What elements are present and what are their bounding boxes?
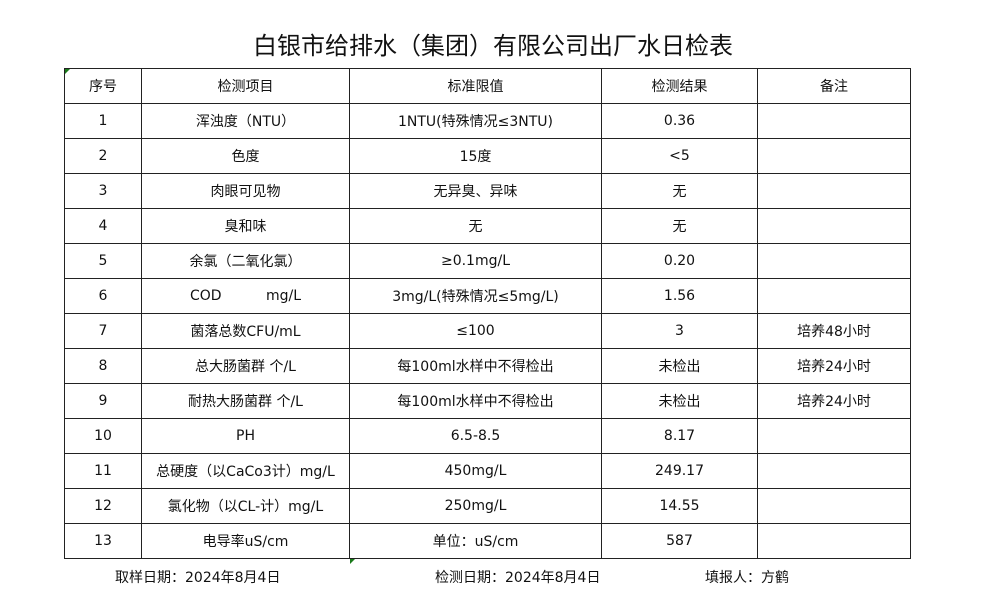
cell-result: <5 <box>601 138 758 174</box>
cell-index: 7 <box>64 313 142 349</box>
reporter: 填报人：方鹤 <box>705 570 789 586</box>
cell-marker <box>350 559 355 564</box>
cell-note <box>757 208 911 244</box>
table-row: 13 电导率uS/cm 单位：uS/cm 587 <box>64 523 911 559</box>
table-row: 11 总硬度（以CaCo3计）mg/L 450mg/L 249.17 <box>64 453 911 489</box>
table-row: 8 总大肠菌群 个/L 每100ml水样中不得检出 未检出 培养24小时 <box>64 348 911 384</box>
header-note: 备注 <box>757 68 911 104</box>
inspection-table: 序号 检测项目 标准限值 检测结果 备注 1 浑浊度（NTU） 1NTU(特殊情况≤3NTU)… <box>64 68 911 559</box>
cell-index: 3 <box>64 173 142 209</box>
cell-note: 培养24小时 <box>757 383 911 419</box>
cell-standard: 15度 <box>349 138 602 174</box>
cell-result: 未检出 <box>601 348 758 384</box>
cell-note <box>757 453 911 489</box>
page-title: 白银市给排水（集团）有限公司出厂水日检表 <box>253 32 733 60</box>
cell-standard: 3mg/L(特殊情况≤5mg/L) <box>349 278 602 314</box>
cell-result: 587 <box>601 523 758 559</box>
table-row: 5 余氯（二氧化氯） ≥0.1mg/L 0.20 <box>64 243 911 279</box>
cell-index: 1 <box>64 103 142 139</box>
cell-result: 3 <box>601 313 758 349</box>
cell-standard: 每100ml水样中不得检出 <box>349 383 602 419</box>
cell-item: 耐热大肠菌群 个/L <box>141 383 350 419</box>
cell-standard: 450mg/L <box>349 453 602 489</box>
cell-result: 14.55 <box>601 488 758 524</box>
cell-index: 4 <box>64 208 142 244</box>
cell-index: 5 <box>64 243 142 279</box>
table-row: 12 氯化物（以CL-计）mg/L 250mg/L 14.55 <box>64 488 911 524</box>
cell-item: 浑浊度（NTU） <box>141 103 350 139</box>
cell-result: 1.56 <box>601 278 758 314</box>
cell-item: COD mg/L <box>141 278 350 314</box>
cell-standard: 无异臭、异味 <box>349 173 602 209</box>
cell-standard: 无 <box>349 208 602 244</box>
cell-item: 总大肠菌群 个/L <box>141 348 350 384</box>
sample-date: 取样日期：2024年8月4日 <box>115 570 281 586</box>
test-date: 检测日期：2024年8月4日 <box>435 570 601 586</box>
header-row: 序号 检测项目 标准限值 检测结果 备注 <box>64 68 911 104</box>
cell-index: 11 <box>64 453 142 489</box>
cell-result: 无 <box>601 173 758 209</box>
cell-result: 0.36 <box>601 103 758 139</box>
cell-result: 8.17 <box>601 418 758 454</box>
cell-item: 总硬度（以CaCo3计）mg/L <box>141 453 350 489</box>
cell-item: 余氯（二氧化氯） <box>141 243 350 279</box>
cell-standard: 1NTU(特殊情况≤3NTU) <box>349 103 602 139</box>
header-item: 检测项目 <box>141 68 350 104</box>
cell-standard: 单位：uS/cm <box>349 523 602 559</box>
cell-index: 2 <box>64 138 142 174</box>
cell-note <box>757 523 911 559</box>
table-row: 1 浑浊度（NTU） 1NTU(特殊情况≤3NTU) 0.36 <box>64 103 911 139</box>
cell-result: 无 <box>601 208 758 244</box>
cell-result: 0.20 <box>601 243 758 279</box>
cell-item: 菌落总数CFU/mL <box>141 313 350 349</box>
table-row: 10 PH 6.5-8.5 8.17 <box>64 418 911 454</box>
cell-result: 249.17 <box>601 453 758 489</box>
header-index: 序号 <box>64 68 142 104</box>
cell-index: 6 <box>64 278 142 314</box>
table-row: 2 色度 15度 <5 <box>64 138 911 174</box>
cell-index: 9 <box>64 383 142 419</box>
cell-item: 肉眼可见物 <box>141 173 350 209</box>
header-standard: 标准限值 <box>349 68 602 104</box>
cell-result: 未检出 <box>601 383 758 419</box>
cell-standard: ≥0.1mg/L <box>349 243 602 279</box>
cell-note <box>757 418 911 454</box>
cell-standard: 每100ml水样中不得检出 <box>349 348 602 384</box>
cell-note <box>757 173 911 209</box>
table-row: 4 臭和味无无 <box>64 208 911 244</box>
cell-index: 12 <box>64 488 142 524</box>
cell-standard: 250mg/L <box>349 488 602 524</box>
cell-note: 培养24小时 <box>757 348 911 384</box>
cell-note <box>757 138 911 174</box>
cell-note <box>757 278 911 314</box>
cell-index: 8 <box>64 348 142 384</box>
header-result: 检测结果 <box>601 68 758 104</box>
cell-item: 臭和味 <box>141 208 350 244</box>
table-row: 3 肉眼可见物 无异臭、异味无 <box>64 173 911 209</box>
cell-index: 13 <box>64 523 142 559</box>
table-row: 7 菌落总数CFU/mL ≤100 3 培养48小时 <box>64 313 911 349</box>
cell-standard: 6.5-8.5 <box>349 418 602 454</box>
cell-item: 色度 <box>141 138 350 174</box>
cell-item: PH <box>141 418 350 454</box>
cell-standard: ≤100 <box>349 313 602 349</box>
cell-note <box>757 488 911 524</box>
cell-note <box>757 243 911 279</box>
cell-index: 10 <box>64 418 142 454</box>
cell-item: 电导率uS/cm <box>141 523 350 559</box>
cell-item: 氯化物（以CL-计）mg/L <box>141 488 350 524</box>
cell-note: 培养48小时 <box>757 313 911 349</box>
cell-note <box>757 103 911 139</box>
table-row: 6 COD mg/L 3mg/L(特殊情况≤5mg/L) 1.56 <box>64 278 911 314</box>
table-row: 9 耐热大肠菌群 个/L 每100ml水样中不得检出 未检出 培养24小时 <box>64 383 911 419</box>
